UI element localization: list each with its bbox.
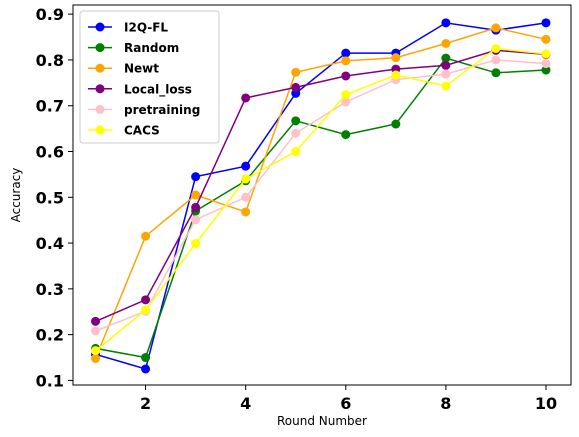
legend-label-local-loss: Local_loss (124, 82, 192, 97)
legend-box (79, 10, 220, 144)
data-point-newt (91, 353, 101, 363)
y-tick-label: 0.2 (36, 326, 64, 345)
data-point-random (141, 353, 151, 363)
legend-marker-random (95, 43, 105, 53)
data-point-local-loss (241, 93, 251, 103)
data-point-local-loss (191, 202, 201, 212)
data-point-i2q-fl (141, 364, 151, 374)
legend-marker-newt (95, 63, 105, 73)
data-point-i2q-fl (241, 161, 251, 171)
data-point-random (441, 53, 451, 63)
series-line-i2q-fl (95, 22, 547, 370)
legend-label-cacs: CACS (124, 124, 160, 138)
y-tick-label: 0.5 (36, 188, 64, 207)
data-point-pretraining (341, 97, 351, 107)
legend-marker-pretraining (95, 104, 105, 114)
legend-marker-local-loss (95, 84, 105, 94)
series-line-newt (94, 27, 547, 359)
data-point-newt (541, 34, 551, 44)
data-point-cacs (191, 239, 201, 249)
x-tick-label: 2 (140, 394, 151, 413)
data-point-newt (241, 207, 251, 217)
data-point-i2q-fl (191, 172, 201, 182)
series-layer (91, 18, 551, 374)
legend-marker-cacs (95, 125, 105, 135)
data-point-newt (341, 56, 351, 66)
legend: I2Q-FL Random Newt Local_loss pretraining CAC… (79, 10, 220, 144)
series-cacs (91, 43, 551, 356)
series-line-local-loss (95, 49, 547, 323)
legend-label-newt: Newt (124, 62, 159, 76)
series-newt (91, 23, 551, 363)
y-tick-label: 0.6 (36, 143, 64, 162)
y-tick-label: 0.9 (36, 5, 64, 24)
data-point-local-loss (341, 71, 351, 81)
data-point-cacs (91, 346, 101, 356)
y-tick-label: 0.4 (36, 234, 64, 253)
data-point-local-loss (91, 316, 101, 326)
data-point-local-loss (291, 82, 301, 92)
data-point-pretraining (191, 215, 201, 225)
data-point-cacs (141, 305, 151, 315)
data-point-cacs (341, 90, 351, 100)
data-point-newt (391, 53, 401, 63)
y-axis: 0.1 0.2 0.3 0.4 0.5 0.6 0.7 0.8 0.9 (36, 5, 73, 390)
data-point-cacs (291, 147, 301, 157)
data-point-pretraining (441, 69, 451, 79)
data-point-pretraining (491, 55, 501, 65)
data-point-random (291, 116, 301, 126)
x-tick-label: 8 (440, 394, 451, 413)
data-point-pretraining (241, 192, 251, 202)
data-point-cacs (491, 43, 501, 53)
y-tick-label: 0.3 (36, 280, 64, 299)
data-point-i2q-fl (541, 18, 551, 28)
data-point-cacs (441, 81, 451, 91)
series-line-cacs (95, 47, 547, 352)
data-point-local-loss (141, 295, 151, 305)
y-axis-title: Accuracy (9, 168, 23, 223)
data-point-cacs (241, 174, 251, 184)
data-point-random (341, 130, 351, 140)
data-point-random (391, 119, 401, 129)
data-point-newt (191, 190, 201, 200)
series-line-random (95, 57, 547, 359)
data-point-newt (441, 38, 451, 48)
data-point-i2q-fl (441, 18, 451, 28)
y-tick-label: 0.7 (36, 97, 64, 116)
data-point-random (541, 65, 551, 75)
legend-label-random: Random (124, 41, 179, 55)
data-point-cacs (391, 70, 401, 80)
y-tick-label: 0.8 (36, 51, 64, 70)
data-point-pretraining (541, 59, 551, 69)
data-point-newt (491, 23, 501, 33)
legend-label-i2q-fl: I2Q-FL (124, 21, 168, 35)
data-point-pretraining (291, 128, 301, 138)
data-point-pretraining (91, 326, 101, 336)
data-point-local-loss (441, 60, 451, 70)
x-tick-label: 10 (535, 394, 557, 413)
data-point-newt (291, 67, 301, 77)
data-point-cacs (541, 49, 551, 59)
data-point-i2q-fl (341, 48, 351, 58)
x-tick-label: 4 (240, 394, 251, 413)
x-tick-label: 6 (340, 394, 351, 413)
x-axis: 2 4 6 8 10 (140, 385, 557, 413)
legend-label-pretraining: pretraining (124, 103, 200, 117)
plot-frame (72, 4, 572, 386)
data-point-random (491, 68, 501, 78)
data-point-newt (141, 231, 151, 241)
x-axis-title: Round Number (277, 414, 367, 428)
y-tick-label: 0.1 (36, 371, 64, 390)
legend-marker-i2q-fl (95, 22, 105, 32)
